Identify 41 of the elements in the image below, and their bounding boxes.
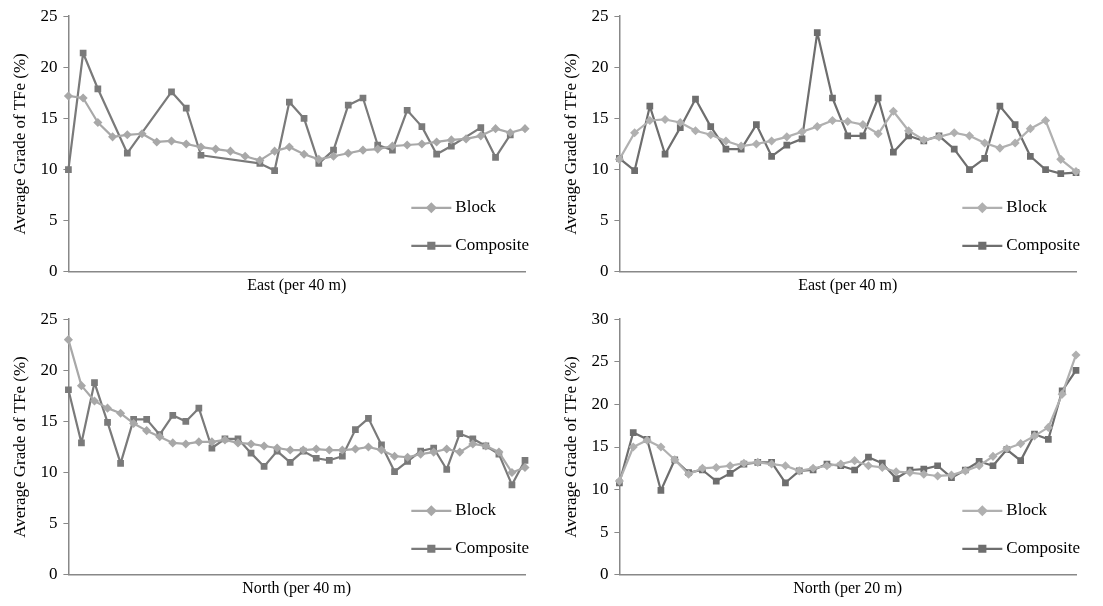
y-tick-label: 25 (40, 308, 58, 328)
x-axis-title: North (per 40 m) (242, 578, 352, 597)
y-tick-label: 25 (591, 5, 609, 25)
y-tick-label: 5 (48, 210, 58, 230)
y-tick-label: 0 (48, 564, 58, 584)
y-tick-label: 15 (40, 410, 58, 430)
legend-label: Composite (1006, 538, 1080, 558)
legend-label: Block (455, 197, 497, 217)
legend-label: Composite (455, 235, 529, 255)
y-tick-label: 10 (591, 159, 609, 179)
y-tick-label: 0 (599, 564, 609, 584)
y-tick-label: 5 (599, 210, 609, 230)
y-tick-label: 25 (591, 351, 609, 371)
y-tick-label: 20 (40, 56, 58, 76)
x-axis-title: East (per 40 m) (247, 275, 347, 294)
y-tick-label: 20 (40, 359, 58, 379)
y-tick-label: 30 (591, 308, 609, 328)
x-axis-title: North (per 20 m) (793, 578, 903, 597)
y-tick-label: 20 (591, 56, 609, 76)
y-tick-label: 5 (599, 521, 609, 541)
y-tick-label: 10 (40, 159, 58, 179)
y-tick-label: 15 (40, 107, 58, 127)
legend-label: Block (455, 500, 497, 520)
x-axis-title: East (per 40 m) (798, 275, 898, 294)
y-tick-label: 10 (591, 479, 609, 499)
y-axis-title: Average Grade of TFe (%) (9, 356, 29, 538)
y-tick-label: 15 (591, 107, 609, 127)
y-tick-label: 0 (48, 261, 58, 281)
y-tick-label: 20 (591, 393, 609, 413)
y-tick-label: 10 (40, 462, 58, 482)
y-axis-title: Average Grade of TFe (%) (9, 53, 29, 235)
y-axis-title: Average Grade of TFe (%) (560, 53, 580, 235)
y-tick-label: 15 (591, 436, 609, 456)
legend-label: Block (1006, 197, 1048, 217)
legend-label: Block (1006, 500, 1048, 520)
legend-label: Composite (1006, 235, 1080, 255)
y-tick-label: 5 (48, 513, 58, 533)
legend-label: Composite (455, 538, 529, 558)
y-tick-label: 0 (599, 261, 609, 281)
y-axis-title: Average Grade of TFe (%) (560, 356, 580, 538)
y-tick-label: 25 (40, 5, 58, 25)
